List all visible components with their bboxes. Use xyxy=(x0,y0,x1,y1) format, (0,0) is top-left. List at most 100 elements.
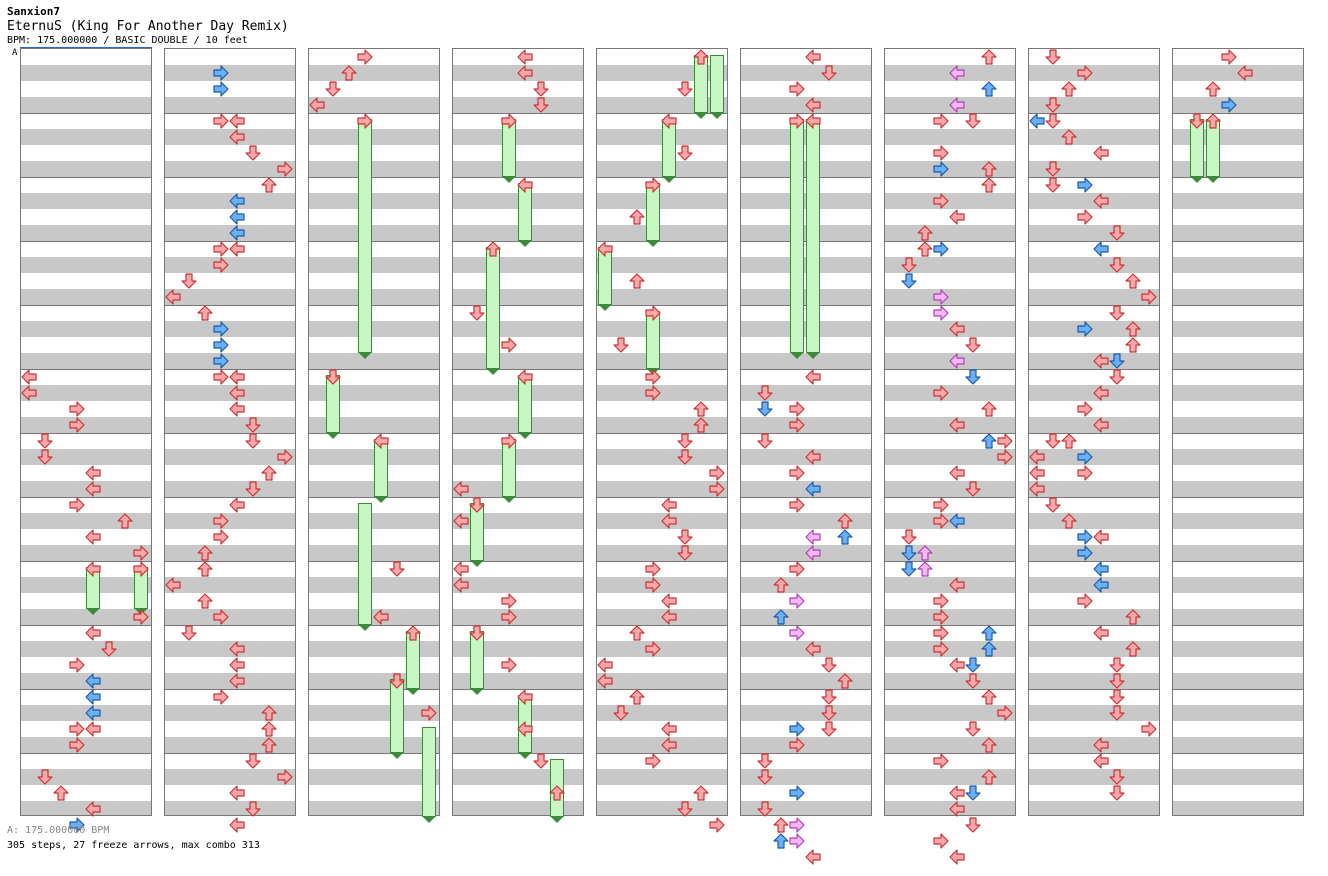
arrow-right-icon xyxy=(933,609,949,625)
arrow-right-icon xyxy=(789,593,805,609)
arrow-left-icon xyxy=(597,657,613,673)
arrow-left-icon xyxy=(1029,465,1045,481)
arrow-down-icon xyxy=(1045,161,1061,177)
arrow-down-icon xyxy=(677,529,693,545)
bpm-change-line xyxy=(20,47,152,48)
arrow-right-icon xyxy=(69,417,85,433)
arrow-up-icon xyxy=(981,641,997,657)
measure-line xyxy=(165,241,295,242)
arrow-down-icon xyxy=(1045,113,1061,129)
freeze-arrow xyxy=(710,55,724,119)
chart-column-7 xyxy=(884,48,1016,865)
arrow-left-icon xyxy=(517,721,533,737)
arrow-right-icon xyxy=(213,513,229,529)
arrow-left-icon xyxy=(661,737,677,753)
arrow-down-icon xyxy=(821,65,837,81)
measure-line xyxy=(21,369,151,370)
arrow-left-icon xyxy=(805,545,821,561)
arrow-up-icon xyxy=(981,81,997,97)
measure-line xyxy=(453,177,583,178)
arrow-right-icon xyxy=(1077,545,1093,561)
arrow-down-icon xyxy=(1109,689,1125,705)
measure-line xyxy=(165,561,295,562)
arrow-up-icon xyxy=(485,241,501,257)
arrow-up-icon xyxy=(773,817,789,833)
arrow-left-icon xyxy=(661,609,677,625)
arrow-down-icon xyxy=(1109,705,1125,721)
arrow-left-icon xyxy=(517,689,533,705)
measure-line xyxy=(741,561,871,562)
arrow-right-icon xyxy=(933,753,949,769)
arrow-left-icon xyxy=(1093,241,1109,257)
arrow-right-icon xyxy=(709,481,725,497)
arrow-left-icon xyxy=(229,497,245,513)
arrow-right-icon xyxy=(1077,65,1093,81)
measure-line xyxy=(453,113,583,114)
measure-line xyxy=(309,241,439,242)
arrow-left-icon xyxy=(949,321,965,337)
arrow-right-icon xyxy=(933,593,949,609)
arrow-left-icon xyxy=(21,369,37,385)
measure-line xyxy=(21,625,151,626)
arrow-left-icon xyxy=(85,801,101,817)
arrow-right-icon xyxy=(645,385,661,401)
measure-line xyxy=(165,497,295,498)
arrow-right-icon xyxy=(645,177,661,193)
arrow-down-icon xyxy=(965,721,981,737)
arrow-right-icon xyxy=(789,497,805,513)
arrow-right-icon xyxy=(213,337,229,353)
arrow-right-icon xyxy=(1221,49,1237,65)
arrow-left-icon xyxy=(453,577,469,593)
arrow-left-icon xyxy=(1093,577,1109,593)
arrow-left-icon xyxy=(1093,561,1109,577)
measure-line xyxy=(165,305,295,306)
arrow-right-icon xyxy=(213,257,229,273)
measure-line xyxy=(21,497,151,498)
arrow-left-icon xyxy=(85,465,101,481)
arrow-left-icon xyxy=(229,817,245,833)
arrow-up-icon xyxy=(693,401,709,417)
measure-line xyxy=(1029,113,1159,114)
arrow-down-icon xyxy=(245,417,261,433)
freeze-arrow xyxy=(1190,119,1204,183)
arrow-down-icon xyxy=(613,337,629,353)
arrow-down-icon xyxy=(821,657,837,673)
arrow-down-icon xyxy=(37,449,53,465)
measure-line xyxy=(453,625,583,626)
arrow-up-icon xyxy=(261,465,277,481)
freeze-arrow xyxy=(358,119,372,359)
arrow-right-icon xyxy=(933,497,949,513)
measure-line xyxy=(165,177,295,178)
arrow-down-icon xyxy=(965,369,981,385)
arrow-left-icon xyxy=(1029,113,1045,129)
arrow-down-icon xyxy=(1109,673,1125,689)
measure-line xyxy=(21,177,151,178)
measure-line xyxy=(885,561,1015,562)
arrow-right-icon xyxy=(357,113,373,129)
freeze-arrow xyxy=(422,727,436,823)
measure-line xyxy=(165,689,295,690)
arrow-up-icon xyxy=(261,737,277,753)
arrow-right-icon xyxy=(69,817,85,833)
arrow-left-icon xyxy=(597,241,613,257)
arrow-up-icon xyxy=(629,689,645,705)
arrow-right-icon xyxy=(133,545,149,561)
arrow-right-icon xyxy=(1077,177,1093,193)
arrow-down-icon xyxy=(965,113,981,129)
arrow-left-icon xyxy=(85,705,101,721)
arrow-left-icon xyxy=(949,801,965,817)
arrow-left-icon xyxy=(949,513,965,529)
arrow-right-icon xyxy=(933,513,949,529)
measure-line xyxy=(885,433,1015,434)
arrow-down-icon xyxy=(389,673,405,689)
arrow-left-icon xyxy=(373,433,389,449)
arrow-down-icon xyxy=(1045,497,1061,513)
measure-line xyxy=(885,177,1015,178)
arrow-left-icon xyxy=(85,561,101,577)
measure-line xyxy=(309,625,439,626)
arrow-up-icon xyxy=(917,545,933,561)
arrow-right-icon xyxy=(933,641,949,657)
freeze-arrow xyxy=(390,679,404,759)
arrow-left-icon xyxy=(517,369,533,385)
arrow-up-icon xyxy=(917,241,933,257)
